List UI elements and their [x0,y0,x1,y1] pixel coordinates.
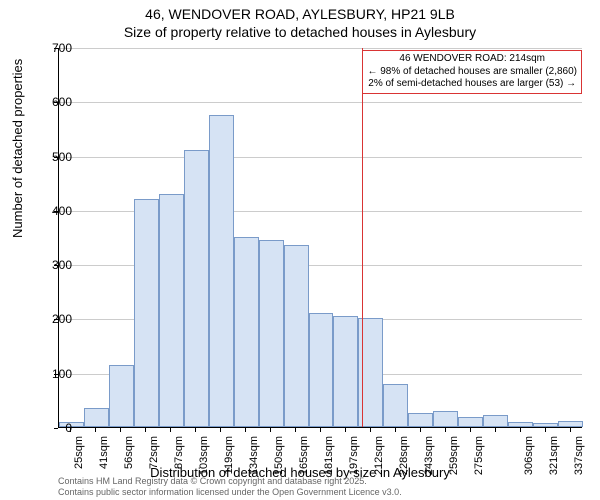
attribution-line-2: Contains public sector information licen… [58,487,402,498]
histogram-bar [284,245,309,427]
histogram-bar [433,411,458,427]
histogram-bar [234,237,259,427]
x-tick-label: 87sqm [173,436,185,469]
x-tick-mark [495,428,496,432]
x-tick-mark [520,428,521,432]
histogram-bar [109,365,134,427]
histogram-bar [134,199,159,427]
x-tick-mark [70,428,71,432]
x-tick-label: 119sqm [223,436,235,474]
x-tick-label: 41sqm [98,436,110,469]
x-tick-label: 275sqm [473,436,485,475]
x-tick-label: 321sqm [548,436,560,475]
histogram-bar [209,115,234,427]
histogram-bar [159,194,184,427]
x-tick-label: 181sqm [323,436,335,475]
histogram-bar [458,417,483,427]
y-tick-label: 600 [32,95,72,109]
y-tick-label: 500 [32,150,72,164]
x-tick-label: 150sqm [273,436,285,475]
y-tick-mark [54,374,58,375]
x-tick-mark [320,428,321,432]
x-tick-label: 228sqm [398,436,410,475]
y-tick-mark [54,157,58,158]
histogram-bar [84,408,109,427]
histogram-bar [533,423,558,427]
chart-container: 46, WENDOVER ROAD, AYLESBURY, HP21 9LB S… [0,0,600,500]
marker-line [362,48,363,427]
histogram-bar [558,421,583,428]
histogram-bar [184,150,209,427]
x-tick-mark [470,428,471,432]
x-tick-label: 212sqm [373,436,385,475]
histogram-bar [483,415,508,427]
grid-line [59,48,582,49]
histogram-bar [383,384,408,427]
x-tick-label: 259sqm [448,436,460,475]
y-tick-label: 400 [32,204,72,218]
callout-line: 46 WENDOVER ROAD: 214sqm [367,53,577,66]
x-tick-label: 25sqm [73,436,85,469]
histogram-bar [259,240,284,427]
y-tick-mark [54,48,58,49]
x-tick-mark [95,428,96,432]
chart-title-main: 46, WENDOVER ROAD, AYLESBURY, HP21 9LB [0,6,600,22]
grid-line [59,102,582,103]
x-tick-label: 103sqm [198,436,210,475]
x-tick-label: 165sqm [298,436,310,475]
callout-line: ← 98% of detached houses are smaller (2,… [367,66,577,79]
x-tick-mark [570,428,571,432]
plot-area [58,48,582,428]
histogram-bar [333,316,358,427]
x-tick-label: 56sqm [123,436,135,469]
callout-line: 2% of semi-detached houses are larger (5… [367,78,577,91]
x-tick-mark [445,428,446,432]
y-tick-label: 200 [32,312,72,326]
x-tick-mark [120,428,121,432]
x-tick-mark [295,428,296,432]
histogram-bar [408,413,433,427]
y-axis-title: Number of detached properties [10,59,25,238]
x-tick-mark [345,428,346,432]
x-tick-mark [245,428,246,432]
x-tick-mark [370,428,371,432]
attribution: Contains HM Land Registry data © Crown c… [58,476,402,498]
y-tick-label: 100 [32,367,72,381]
y-tick-mark [54,265,58,266]
y-tick-label: 300 [32,258,72,272]
y-tick-mark [54,428,58,429]
y-tick-label: 700 [32,41,72,55]
histogram-bar [508,422,533,427]
grid-line [59,157,582,158]
x-tick-label: 197sqm [348,436,360,475]
x-tick-mark [270,428,271,432]
x-tick-mark [220,428,221,432]
x-tick-mark [395,428,396,432]
attribution-line-1: Contains HM Land Registry data © Crown c… [58,476,402,487]
x-tick-mark [545,428,546,432]
x-tick-mark [195,428,196,432]
y-tick-label: 0 [32,421,72,435]
x-tick-label: 337sqm [573,436,585,475]
y-tick-mark [54,319,58,320]
x-tick-label: 306sqm [523,436,535,475]
callout-box: 46 WENDOVER ROAD: 214sqm← 98% of detache… [362,50,582,94]
x-tick-mark [170,428,171,432]
histogram-bar [309,313,334,427]
x-tick-mark [145,428,146,432]
x-tick-label: 134sqm [248,436,260,475]
x-tick-label: 243sqm [423,436,435,475]
y-tick-mark [54,211,58,212]
y-tick-mark [54,102,58,103]
x-tick-label: 72sqm [148,436,160,469]
chart-title-sub: Size of property relative to detached ho… [0,24,600,40]
x-tick-mark [420,428,421,432]
